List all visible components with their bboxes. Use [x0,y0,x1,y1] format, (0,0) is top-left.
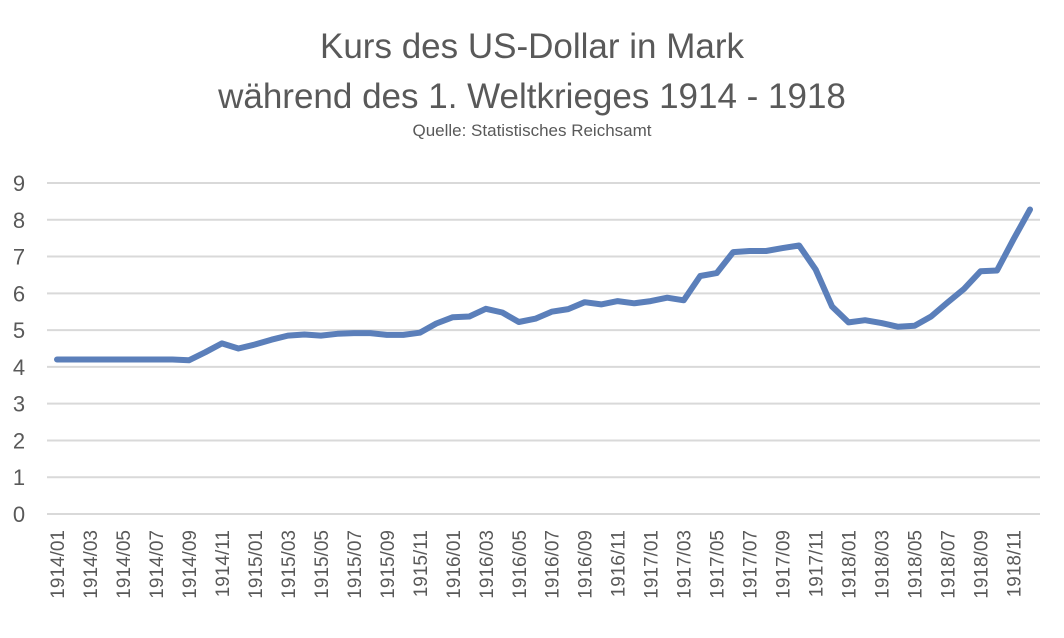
x-tick-label: 1918/03 [873,530,894,599]
x-tick-label: 1918/09 [972,530,993,599]
x-tick-label: 1914/09 [180,530,201,599]
y-tick-label: 1 [13,465,25,490]
x-tick-label: 1916/07 [543,530,564,599]
series-line-usd-mark [54,206,1033,364]
x-tick-label: 1917/03 [675,530,696,599]
x-tick-label: 1915/11 [411,530,432,597]
chart-title-line2: während des 1. Weltkrieges 1914 - 1918 [218,77,846,116]
y-axis-tick-labels: 0 1 2 3 4 5 6 7 8 9 [13,171,25,527]
x-tick-label: 1915/07 [345,530,366,599]
x-tick-label: 1916/11 [609,530,630,597]
x-tick-label: 1916/05 [510,530,531,599]
y-tick-label: 6 [13,281,25,306]
x-tick-label: 1916/03 [477,530,498,599]
y-tick-label: 3 [13,392,25,417]
gridlines [47,182,1040,515]
chart-title-line1: Kurs des US-Dollar in Mark [320,27,744,66]
x-tick-label: 1918/05 [906,530,927,599]
x-tick-label: 1915/01 [246,530,267,599]
x-tick-label: 1916/09 [576,530,597,599]
x-tick-label: 1917/07 [741,530,762,599]
y-tick-label: 2 [13,428,25,453]
x-tick-label: 1915/03 [279,530,300,599]
y-tick-label: 7 [13,245,25,270]
x-tick-label: 1916/01 [444,530,465,599]
y-tick-label: 0 [13,502,25,527]
x-tick-label: 1918/01 [840,530,861,599]
x-tick-label: 1917/09 [774,530,795,599]
x-axis-tick-labels: 1914/01 1914/03 1914/05 1914/07 1914/09 1914/… [48,530,1026,599]
x-tick-label: 1918/07 [939,530,960,599]
x-tick-label: 1918/11 [1005,530,1026,597]
x-tick-label: 1914/01 [48,530,69,599]
x-tick-label: 1915/09 [378,530,399,599]
x-tick-label: 1914/05 [114,530,135,599]
x-tick-label: 1915/05 [312,530,333,599]
x-tick-label: 1914/03 [81,530,102,599]
y-tick-label: 4 [13,355,25,380]
x-tick-label: 1917/01 [642,530,663,599]
y-tick-label: 8 [13,208,25,233]
x-tick-label: 1914/11 [213,530,234,597]
y-tick-label: 9 [13,171,25,196]
y-tick-label: 5 [13,318,25,343]
x-tick-label: 1914/07 [147,530,168,599]
chart-subtitle-source: Quelle: Statistisches Reichsamt [412,121,652,140]
x-tick-label: 1917/05 [708,530,729,599]
x-tick-label: 1917/11 [807,530,828,597]
